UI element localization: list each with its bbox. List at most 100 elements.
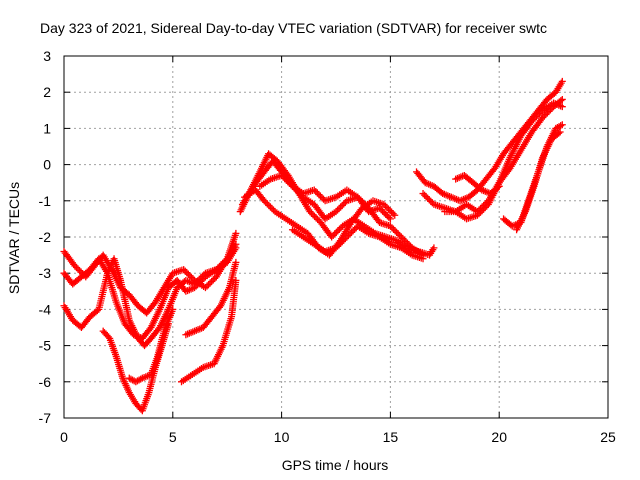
data-point — [390, 225, 398, 233]
data-point — [399, 235, 407, 243]
data-point — [351, 225, 359, 233]
data-point — [542, 110, 550, 118]
data-point — [388, 208, 396, 216]
data-point — [282, 176, 290, 184]
data-point — [71, 262, 79, 270]
data-point — [278, 171, 286, 179]
y-tick-label: -4 — [39, 301, 52, 317]
data-points — [60, 77, 566, 415]
data-point — [391, 227, 399, 235]
data-point — [137, 375, 145, 383]
data-point — [382, 210, 390, 218]
data-point — [480, 205, 488, 213]
data-point — [76, 267, 84, 275]
data-point — [263, 200, 271, 208]
data-point — [558, 121, 566, 129]
data-point — [195, 275, 203, 283]
data-point — [396, 231, 404, 239]
x-tick-label: 10 — [274, 429, 290, 445]
data-point — [198, 272, 206, 280]
y-tick-label: -6 — [39, 374, 52, 390]
data-point — [422, 193, 430, 201]
x-axis-label: GPS time / hours — [282, 457, 389, 473]
data-point — [335, 205, 343, 213]
data-point — [315, 191, 323, 199]
data-point — [328, 233, 336, 241]
data-point — [335, 241, 343, 249]
data-point — [310, 186, 318, 194]
data-point — [338, 201, 346, 209]
data-point — [402, 238, 410, 246]
x-tick-label: 25 — [600, 429, 616, 445]
data-point — [203, 282, 211, 290]
data-point — [348, 228, 356, 236]
series-track-7 — [178, 276, 240, 386]
data-point — [380, 209, 388, 217]
y-tick-label: -1 — [39, 193, 52, 209]
series-track-11 — [256, 171, 394, 223]
data-point — [266, 203, 274, 211]
data-point — [388, 224, 396, 232]
x-tick-label: 5 — [169, 429, 177, 445]
data-point — [337, 239, 345, 247]
data-point — [209, 276, 217, 284]
data-point — [340, 236, 348, 244]
data-point — [481, 204, 489, 212]
data-point — [528, 117, 536, 125]
data-point — [558, 77, 566, 85]
data-point — [383, 212, 391, 220]
data-point — [281, 175, 289, 183]
data-point — [260, 197, 268, 205]
x-tick-label: 20 — [491, 429, 507, 445]
data-point — [232, 229, 240, 237]
data-point — [208, 277, 216, 285]
data-point — [421, 191, 429, 199]
data-point — [536, 109, 544, 117]
axis-ticks: 0 5 10 15 20 25 -7 -6 -5 -4 -3 -2 -1 0 1 2 3 — [39, 48, 616, 445]
y-tick-label: -2 — [39, 229, 52, 245]
data-point — [318, 194, 326, 202]
data-point — [232, 244, 240, 252]
data-point — [201, 284, 209, 292]
data-point — [346, 230, 354, 238]
data-point — [331, 230, 339, 238]
data-point — [391, 211, 399, 219]
data-point — [194, 277, 202, 285]
data-point — [389, 210, 397, 218]
data-point — [265, 201, 273, 209]
data-point — [184, 270, 192, 278]
y-tick-label: 1 — [43, 120, 51, 136]
data-point — [337, 203, 345, 211]
data-point — [386, 207, 394, 215]
data-point — [529, 116, 537, 124]
data-point — [383, 204, 391, 212]
data-point — [539, 114, 547, 122]
data-point — [531, 114, 539, 122]
data-point — [343, 233, 351, 241]
data-point — [332, 228, 340, 236]
y-axis-label: SDTVAR / TECUs — [6, 182, 22, 294]
data-point — [393, 228, 401, 236]
data-point — [419, 190, 427, 198]
data-point — [534, 111, 542, 119]
data-point — [192, 279, 200, 287]
y-tick-label: -5 — [39, 338, 52, 354]
data-point — [332, 244, 340, 252]
data-point — [311, 212, 319, 220]
data-point — [341, 235, 349, 243]
data-point — [191, 280, 199, 288]
data-point — [232, 276, 240, 284]
data-point — [180, 266, 188, 274]
data-point — [405, 241, 413, 249]
series-track-3 — [60, 244, 240, 350]
data-point — [495, 182, 503, 190]
data-point — [72, 264, 80, 272]
data-point — [309, 211, 317, 219]
data-point — [400, 236, 408, 244]
y-tick-label: 3 — [43, 48, 51, 64]
data-point — [477, 208, 485, 216]
data-point — [74, 265, 82, 273]
data-point — [313, 189, 321, 197]
data-point — [475, 210, 483, 218]
